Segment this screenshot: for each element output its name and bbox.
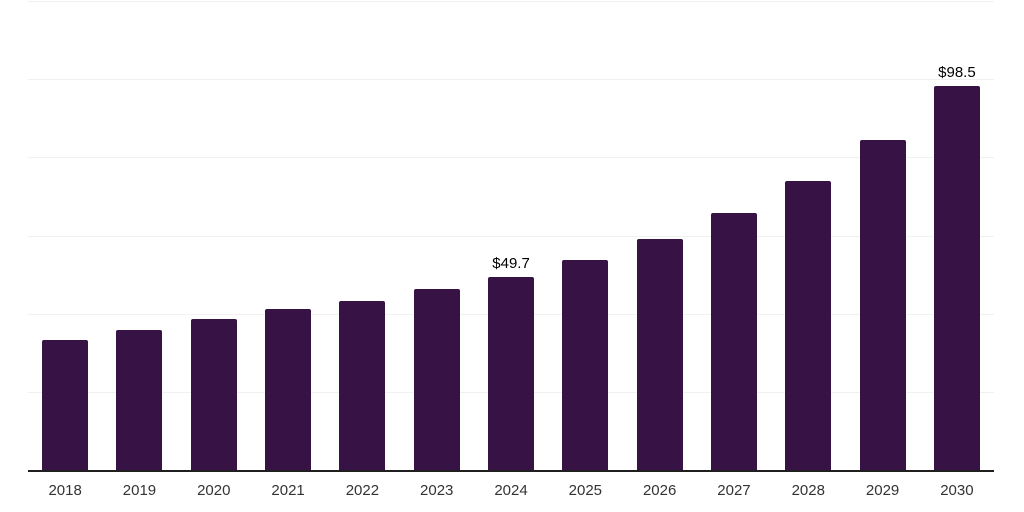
x-axis-line	[28, 470, 994, 472]
x-tick-label: 2026	[642, 482, 677, 499]
bar-wrap: $98.5	[933, 64, 980, 471]
x-tick-label: 2023	[420, 482, 454, 499]
bar-slot	[177, 2, 251, 471]
bar-2023	[413, 289, 460, 471]
bar-slot	[325, 2, 399, 471]
bar-wrap	[265, 308, 312, 471]
gridline	[28, 1, 994, 2]
bar-slot: $98.5	[920, 2, 994, 471]
bar-2026	[636, 238, 683, 471]
bar-wrap	[116, 329, 163, 471]
bar-2028	[785, 181, 832, 471]
x-tick-label: 2020	[197, 482, 231, 499]
bar-slot	[28, 2, 102, 471]
bar-wrap	[785, 181, 832, 471]
bar-slot: $49.7	[474, 2, 548, 471]
x-tick-label: 2022	[345, 482, 380, 499]
x-tick-label: 2029	[865, 482, 900, 499]
bar-2029	[859, 140, 906, 471]
bar-wrap	[413, 289, 460, 471]
x-tick-label: 2019	[122, 482, 157, 499]
gridline	[28, 79, 994, 81]
x-tick-label: 2018	[48, 482, 82, 499]
bar-2018	[42, 339, 89, 471]
bar-slot	[623, 2, 697, 471]
bar-wrap: $49.7	[488, 255, 535, 471]
bar-slot	[400, 2, 474, 471]
bar-wrap	[636, 238, 683, 471]
bar-wrap	[42, 339, 89, 471]
bar-wrap	[339, 301, 386, 471]
bar-2021	[265, 308, 312, 471]
x-tick-label: 2024	[494, 482, 528, 499]
bar-slot	[102, 2, 176, 471]
bar-wrap	[562, 259, 609, 471]
bars-container: $49.7 $98.5	[28, 2, 994, 471]
bar-slot	[771, 2, 845, 471]
bar-2019	[116, 329, 163, 471]
bar-2027	[710, 213, 757, 471]
bar-wrap	[859, 140, 906, 471]
bar-value-label: $98.5	[938, 64, 976, 82]
bar-2020	[190, 318, 237, 471]
bar-value-label: $49.7	[492, 254, 530, 272]
x-tick-label: 2028	[791, 482, 825, 499]
x-tick-label: 2025	[568, 482, 603, 499]
x-tick-label: 2027	[717, 482, 751, 499]
bar-slot	[845, 2, 919, 471]
gridline	[28, 157, 994, 159]
bar-2024	[488, 276, 535, 471]
plot-area: $49.7 $98.5	[28, 1, 994, 472]
bar-slot	[548, 2, 622, 471]
x-tick-label: 2030	[940, 482, 974, 499]
bar-slot	[697, 2, 771, 471]
bar-wrap	[190, 318, 237, 471]
x-tick-label: 2021	[271, 482, 305, 499]
bar-2025	[562, 259, 609, 471]
x-axis-labels: 2018 2019 2020 2021 2022 2023 2024 2025 2026 2027…	[28, 482, 994, 499]
gridline	[28, 235, 994, 237]
bar-2030	[933, 86, 980, 471]
bar-slot	[251, 2, 325, 471]
bar-wrap	[710, 213, 757, 471]
bar-2022	[339, 301, 386, 471]
